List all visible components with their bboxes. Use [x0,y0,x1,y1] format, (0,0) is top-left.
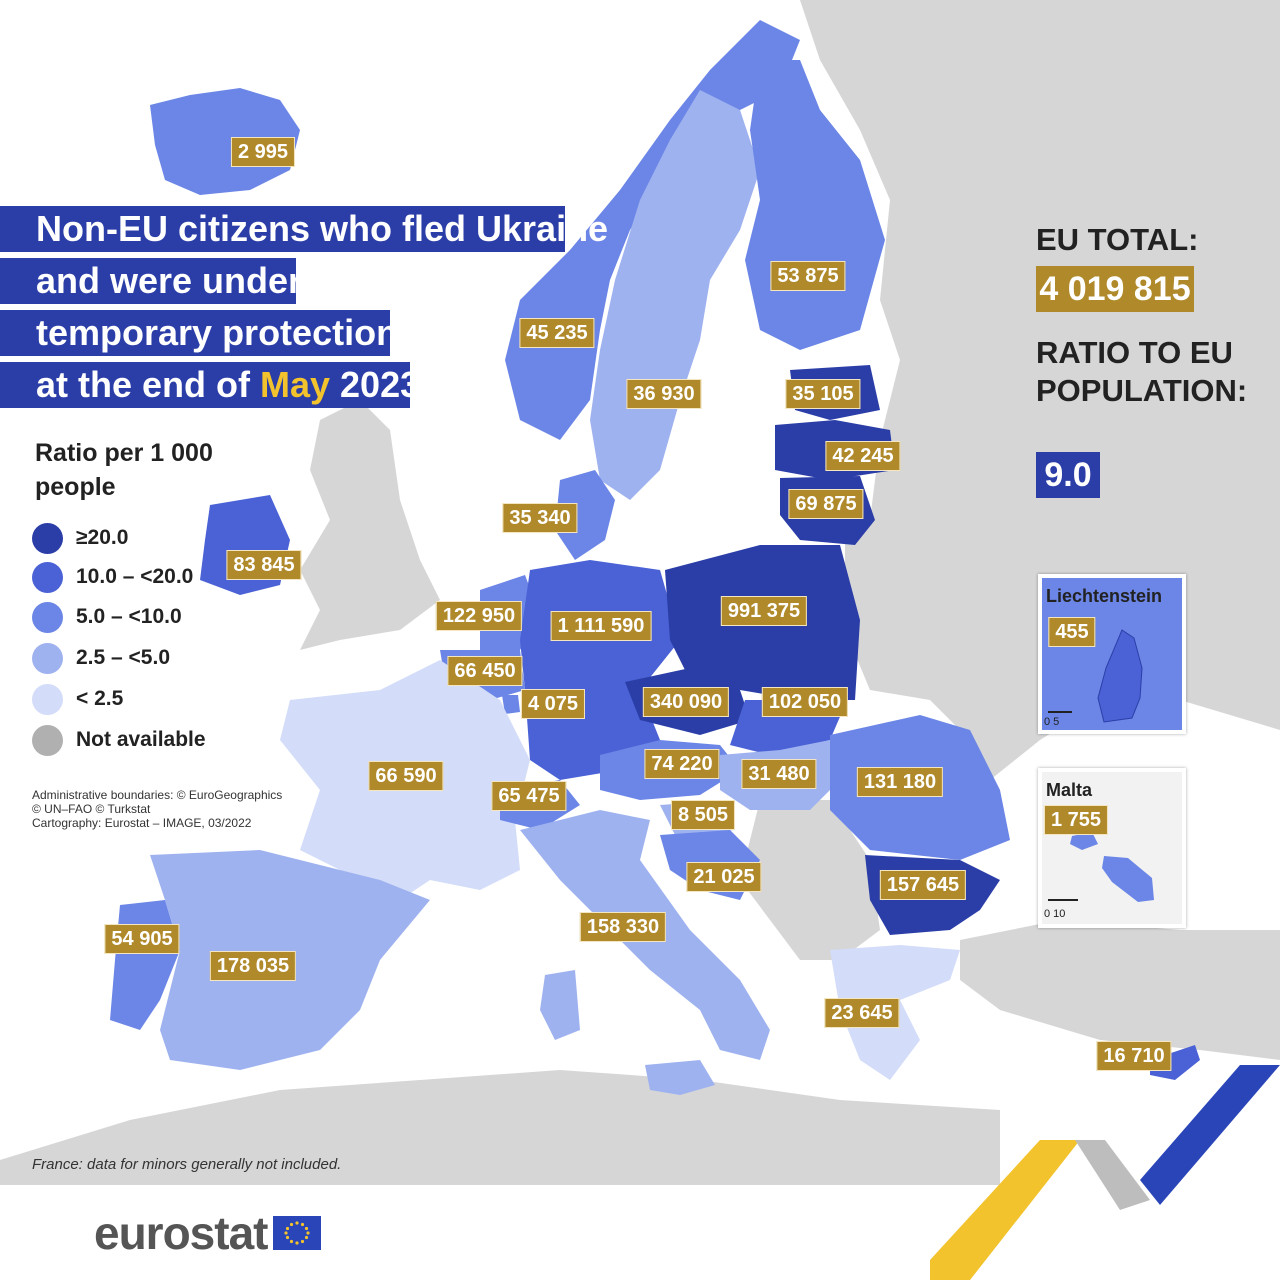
eu-total-value: 4 019 815 [1036,266,1194,312]
legend-swatch [32,522,63,554]
legend-item: ≥20.0 [32,522,128,554]
ireland-shape [200,495,290,595]
value-label-denmark: 35 340 [502,503,578,533]
liechtenstein-scale-text: 0 5 [1044,716,1060,728]
value-label-greece: 23 645 [824,998,900,1028]
legend-label: 2.5 – <5.0 [76,646,170,669]
legend-label: < 2.5 [76,687,124,710]
malta-scale-text: 0 10 [1044,908,1066,920]
legend-label: 5.0 – <10.0 [76,605,182,628]
value-label-switzerland: 65 475 [491,781,567,811]
value-label-cyprus: 16 710 [1096,1041,1172,1071]
value-label-france: 66 590 [368,761,444,791]
legend-swatch [32,561,63,593]
blue-ribbon [1140,1065,1280,1205]
value-label-belgium: 66 450 [447,656,523,686]
eu-total-label: EU TOTAL: [1036,222,1199,257]
north-africa-shape [0,1070,1000,1185]
sicily-shape [645,1060,715,1095]
value-label-italy: 158 330 [579,912,667,942]
malta-shape [1102,856,1154,902]
value-label-croatia: 21 025 [686,862,762,892]
value-label-czechia: 340 090 [642,687,730,717]
legend-label: Not available [76,728,206,751]
malta-inset-map [1048,832,1154,902]
liechtenstein-shape [1097,629,1143,723]
eu-flag-icon [273,1216,322,1250]
value-label-austria: 74 220 [644,749,720,779]
value-label-malta: 1 755 [1043,805,1109,835]
grey-ribbon [1075,1140,1150,1210]
eurostat-logo: eurostat [94,1206,322,1260]
legend-item: 5.0 – <10.0 [32,601,182,633]
yellow-ribbon [930,1140,1080,1280]
value-label-sweden: 36 930 [626,379,702,409]
eurostat-logo-text: eurostat [94,1207,268,1259]
cyprus-shape [1150,1045,1200,1080]
value-label-iceland: 2 995 [230,137,296,167]
value-label-norway: 45 235 [519,318,595,348]
legend-swatch [32,601,63,633]
legend-item: 10.0 – <20.0 [32,561,193,593]
liechtenstein-inset-title: Liechtenstein [1046,586,1163,606]
malta-inset-title: Malta [1046,780,1093,800]
value-label-slovakia: 102 050 [761,687,849,717]
title-line-4: at the end of May 2023 [0,362,420,408]
value-label-bulgaria: 157 645 [879,870,967,900]
legend-item: Not available [32,724,206,756]
turkey-shape [960,920,1280,1060]
title-line-3: temporary protection [0,310,398,356]
value-label-latvia: 42 245 [825,441,901,471]
ratio-value: 9.0 [1036,452,1100,498]
legend-label: 10.0 – <20.0 [76,565,194,588]
value-label-portugal: 54 905 [104,924,180,954]
value-label-germany: 1 111 590 [550,611,652,641]
malta-inset: Malta 1 755 0 10 [1038,768,1186,928]
balkans-shape [740,800,880,960]
liechtenstein-inset-map [1048,629,1143,723]
value-label-romania: 131 180 [856,767,944,797]
legend-item: < 2.5 [32,683,123,715]
denmark-shape [555,470,615,560]
value-label-liechtenstein: 455 [1048,617,1096,647]
legend-title: Ratio per 1 000 people [35,439,213,501]
value-label-luxembourg: 4 075 [520,689,586,719]
value-label-netherlands: 122 950 [435,601,523,631]
legend-swatch [32,642,63,674]
ratio-label: RATIO TO EU POPULATION: [1036,335,1248,408]
value-label-ireland: 83 845 [226,550,302,580]
sweden-shape [590,90,760,500]
sardinia-shape [540,970,580,1040]
iceland-shape [150,88,300,195]
legend-label: ≥20.0 [76,526,129,549]
title-line-1: Non-EU citizens who fled Ukraine [0,206,608,252]
value-label-spain: 178 035 [209,951,297,981]
title-line-4-prefix: at the end of [36,364,260,405]
gozo-shape [1070,832,1098,850]
luxembourg-shape [502,695,520,714]
title-line-4-suffix: 2023 [330,364,421,405]
title-line-2: and were under [0,258,302,304]
legend-swatch [32,724,63,756]
legend-swatch [32,683,63,715]
credits: Administrative boundaries: © EuroGeograp… [32,788,283,830]
footnote: France: data for minors generally not in… [32,1156,342,1173]
value-label-hungary: 31 480 [741,759,817,789]
liechtenstein-inset: Liechtenstein 455 0 5 [1038,574,1186,734]
value-label-poland: 991 375 [720,596,808,626]
uk-shape [300,400,440,650]
value-label-estonia: 35 105 [785,379,861,409]
legend-item: 2.5 – <5.0 [32,642,170,674]
value-label-finland: 53 875 [770,261,846,291]
value-label-slovenia: 8 505 [670,800,736,830]
value-label-lithuania: 69 875 [788,489,864,519]
title-month-highlight: May [260,364,331,405]
